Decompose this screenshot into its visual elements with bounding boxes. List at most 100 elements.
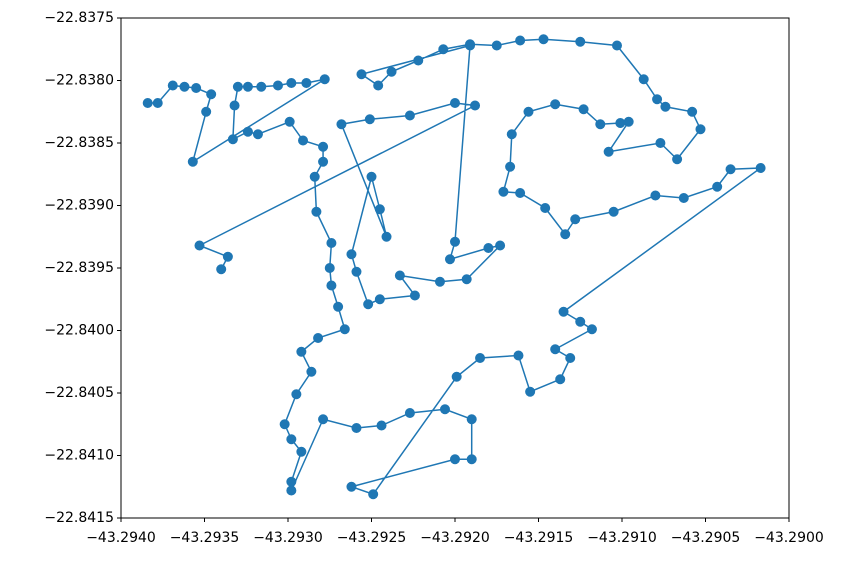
data-point bbox=[513, 350, 524, 361]
data-point bbox=[695, 124, 706, 135]
data-point bbox=[498, 186, 509, 197]
data-point bbox=[222, 251, 233, 262]
data-point bbox=[227, 134, 238, 145]
data-point bbox=[167, 80, 178, 91]
data-point bbox=[318, 141, 329, 152]
data-point bbox=[672, 154, 683, 165]
x-tick-label: −43.2935 bbox=[170, 530, 240, 546]
data-point bbox=[309, 171, 320, 182]
data-point bbox=[256, 81, 267, 92]
data-point bbox=[346, 481, 357, 492]
data-point bbox=[570, 214, 581, 225]
y-tick-label: −22.8400 bbox=[44, 323, 114, 339]
data-point bbox=[386, 66, 397, 77]
data-point bbox=[515, 188, 526, 198]
data-point bbox=[461, 274, 472, 285]
data-point bbox=[229, 100, 240, 111]
data-point bbox=[523, 106, 534, 117]
data-point bbox=[194, 240, 205, 251]
data-point bbox=[434, 276, 445, 287]
data-point bbox=[712, 181, 723, 192]
data-point bbox=[413, 55, 424, 66]
data-point bbox=[586, 324, 597, 335]
data-point bbox=[301, 78, 312, 88]
data-point bbox=[725, 164, 736, 175]
data-point bbox=[179, 81, 190, 92]
data-point bbox=[272, 80, 283, 91]
data-point bbox=[525, 386, 536, 397]
data-point bbox=[603, 146, 614, 157]
data-point bbox=[311, 206, 322, 217]
data-point bbox=[515, 35, 526, 46]
x-tick-label: −43.2940 bbox=[86, 530, 156, 546]
x-tick-label: −43.2925 bbox=[337, 530, 407, 546]
data-point bbox=[687, 106, 698, 117]
data-point bbox=[550, 344, 561, 355]
data-point bbox=[404, 408, 415, 418]
data-point bbox=[286, 476, 297, 487]
data-point bbox=[438, 44, 449, 55]
data-point bbox=[466, 454, 477, 465]
data-point bbox=[142, 98, 153, 108]
data-point bbox=[336, 119, 347, 130]
data-point bbox=[324, 263, 335, 273]
data-point bbox=[611, 40, 622, 51]
data-point bbox=[608, 206, 619, 217]
data-point bbox=[466, 414, 477, 425]
x-tick-label: −43.2905 bbox=[671, 530, 741, 546]
data-point bbox=[560, 229, 571, 240]
data-point bbox=[475, 353, 486, 363]
data-point bbox=[565, 353, 576, 363]
data-point bbox=[318, 414, 329, 425]
x-tick-label: −43.2915 bbox=[504, 530, 574, 546]
data-point bbox=[374, 294, 385, 305]
data-point bbox=[505, 161, 516, 172]
data-point bbox=[558, 306, 569, 317]
data-point bbox=[286, 434, 297, 445]
data-point bbox=[206, 89, 217, 100]
data-point bbox=[575, 316, 586, 327]
data-point bbox=[286, 78, 297, 88]
data-point bbox=[313, 333, 324, 343]
data-point bbox=[363, 299, 374, 310]
data-point bbox=[366, 171, 377, 182]
y-tick-label: −22.8410 bbox=[44, 448, 114, 464]
data-point bbox=[296, 446, 307, 457]
y-tick-label: −22.8415 bbox=[44, 510, 114, 526]
data-point bbox=[279, 419, 290, 430]
data-point bbox=[374, 204, 385, 215]
data-point bbox=[242, 126, 253, 137]
y-tick-label: −22.8385 bbox=[44, 135, 114, 151]
data-point bbox=[506, 129, 517, 140]
data-point bbox=[394, 270, 405, 281]
data-point bbox=[318, 156, 329, 167]
y-tick-label: −22.8390 bbox=[44, 198, 114, 214]
data-point bbox=[326, 280, 337, 291]
x-tick-label: −43.2910 bbox=[587, 530, 657, 546]
data-point bbox=[191, 83, 202, 93]
data-point bbox=[346, 249, 357, 260]
y-tick-label: −22.8380 bbox=[44, 73, 114, 89]
data-point bbox=[495, 240, 506, 251]
data-point bbox=[333, 301, 344, 312]
data-point bbox=[470, 100, 481, 111]
data-point bbox=[232, 81, 243, 92]
data-point bbox=[364, 114, 375, 125]
x-tick-label: −43.2920 bbox=[420, 530, 490, 546]
data-point bbox=[444, 254, 455, 265]
data-point bbox=[187, 156, 198, 167]
data-point bbox=[201, 106, 212, 117]
data-point bbox=[356, 69, 367, 80]
data-point bbox=[291, 389, 302, 400]
data-point bbox=[450, 454, 460, 465]
data-point bbox=[451, 371, 462, 382]
data-point bbox=[404, 110, 415, 121]
data-point bbox=[376, 420, 387, 431]
data-point bbox=[575, 36, 586, 47]
data-point bbox=[252, 129, 263, 140]
data-point bbox=[242, 81, 253, 92]
data-point bbox=[623, 116, 634, 127]
data-point bbox=[655, 138, 666, 148]
data-point bbox=[298, 135, 309, 146]
y-tick-label: −22.8375 bbox=[44, 10, 114, 26]
